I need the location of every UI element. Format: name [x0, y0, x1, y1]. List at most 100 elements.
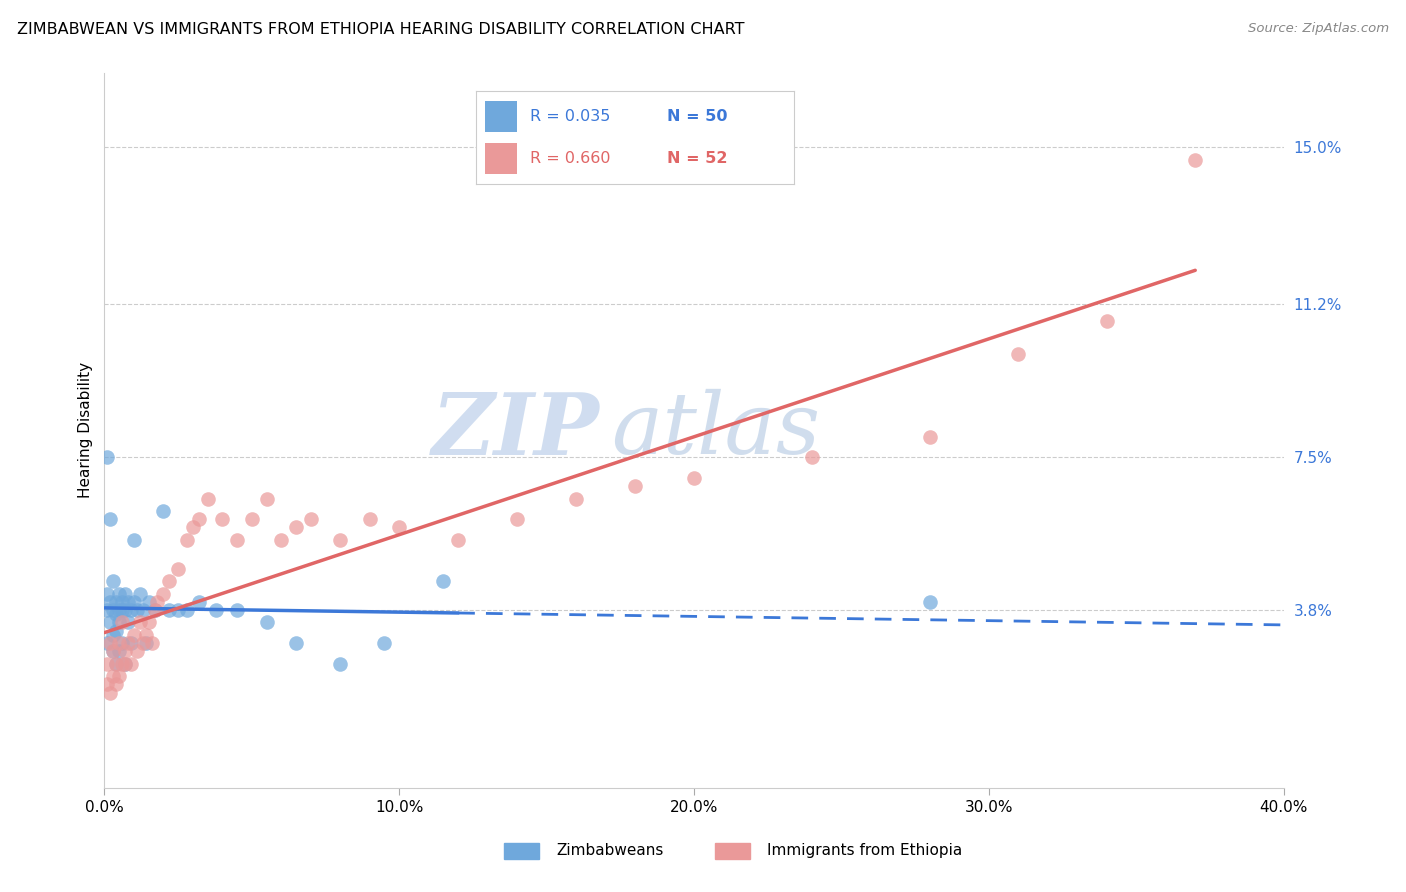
Point: [167, 562, 190, 576]
Text: Zimbabweans: Zimbabweans: [557, 843, 664, 858]
Text: ZIP: ZIP: [432, 389, 600, 472]
Point: [108, 644, 131, 658]
Point: [211, 512, 233, 526]
Point: [918, 595, 941, 609]
Point: [187, 512, 209, 526]
Point: [108, 636, 131, 650]
Point: [138, 615, 160, 630]
Point: [98, 512, 121, 526]
Point: [114, 586, 136, 600]
Text: ZIMBABWEAN VS IMMIGRANTS FROM ETHIOPIA HEARING DISABILITY CORRELATION CHART: ZIMBABWEAN VS IMMIGRANTS FROM ETHIOPIA H…: [17, 22, 744, 37]
Point: [128, 586, 150, 600]
Point: [801, 450, 824, 465]
Point: [122, 628, 145, 642]
Point: [111, 615, 134, 630]
Point: [103, 628, 125, 642]
Point: [131, 603, 153, 617]
Point: [105, 677, 128, 691]
Point: [1095, 314, 1118, 328]
Point: [138, 595, 160, 609]
Y-axis label: Hearing Disability: Hearing Disability: [79, 362, 93, 499]
Point: [135, 628, 157, 642]
Point: [114, 657, 136, 671]
Point: [98, 636, 121, 650]
Point: [108, 669, 131, 683]
Point: [1184, 153, 1206, 167]
Point: [447, 533, 470, 547]
Point: [373, 636, 395, 650]
Point: [181, 520, 204, 534]
Point: [176, 603, 198, 617]
Point: [157, 603, 180, 617]
Point: [128, 615, 150, 630]
Point: [96, 603, 118, 617]
Point: [167, 603, 190, 617]
Point: [108, 603, 131, 617]
Point: [135, 636, 157, 650]
Point: [359, 512, 381, 526]
Point: [329, 533, 352, 547]
Point: [122, 595, 145, 609]
Point: [120, 657, 142, 671]
Point: [98, 595, 121, 609]
Point: [143, 603, 166, 617]
Point: [141, 636, 163, 650]
Point: [205, 603, 228, 617]
Point: [122, 533, 145, 547]
Point: [117, 595, 139, 609]
Point: [96, 450, 118, 465]
Point: [329, 657, 352, 671]
Point: [918, 429, 941, 443]
Point: [131, 636, 153, 650]
Point: [240, 512, 263, 526]
Point: [111, 636, 134, 650]
Point: [256, 615, 278, 630]
Point: [624, 479, 647, 493]
Point: [96, 657, 118, 671]
Point: [146, 595, 169, 609]
Point: [96, 677, 118, 691]
Point: [388, 520, 411, 534]
Point: [157, 574, 180, 589]
Point: [565, 491, 588, 506]
Point: [299, 512, 322, 526]
Point: [96, 586, 118, 600]
Point: [152, 586, 174, 600]
Point: [432, 574, 454, 589]
Point: [683, 471, 706, 485]
Point: [96, 636, 118, 650]
Point: [120, 636, 142, 650]
Point: [117, 636, 139, 650]
Point: [285, 520, 308, 534]
Text: Immigrants from Ethiopia: Immigrants from Ethiopia: [768, 843, 962, 858]
Point: [105, 595, 128, 609]
Point: [226, 603, 249, 617]
Point: [108, 615, 131, 630]
Point: [111, 657, 134, 671]
Point: [143, 603, 166, 617]
Point: [256, 491, 278, 506]
Point: [103, 644, 125, 658]
Point: [105, 607, 128, 622]
Point: [103, 603, 125, 617]
Point: [114, 657, 136, 671]
Point: [105, 657, 128, 671]
Point: [285, 636, 308, 650]
Point: [111, 603, 134, 617]
Point: [111, 595, 134, 609]
Point: [103, 644, 125, 658]
Point: [108, 586, 131, 600]
Point: [105, 657, 128, 671]
Point: [506, 512, 529, 526]
Point: [105, 624, 128, 638]
Point: [98, 686, 121, 700]
Point: [103, 669, 125, 683]
Point: [187, 595, 209, 609]
Point: [103, 574, 125, 589]
Text: Source: ZipAtlas.com: Source: ZipAtlas.com: [1249, 22, 1389, 36]
Point: [120, 603, 142, 617]
Point: [1007, 347, 1029, 361]
Point: [114, 603, 136, 617]
Text: atlas: atlas: [612, 389, 821, 472]
Point: [176, 533, 198, 547]
